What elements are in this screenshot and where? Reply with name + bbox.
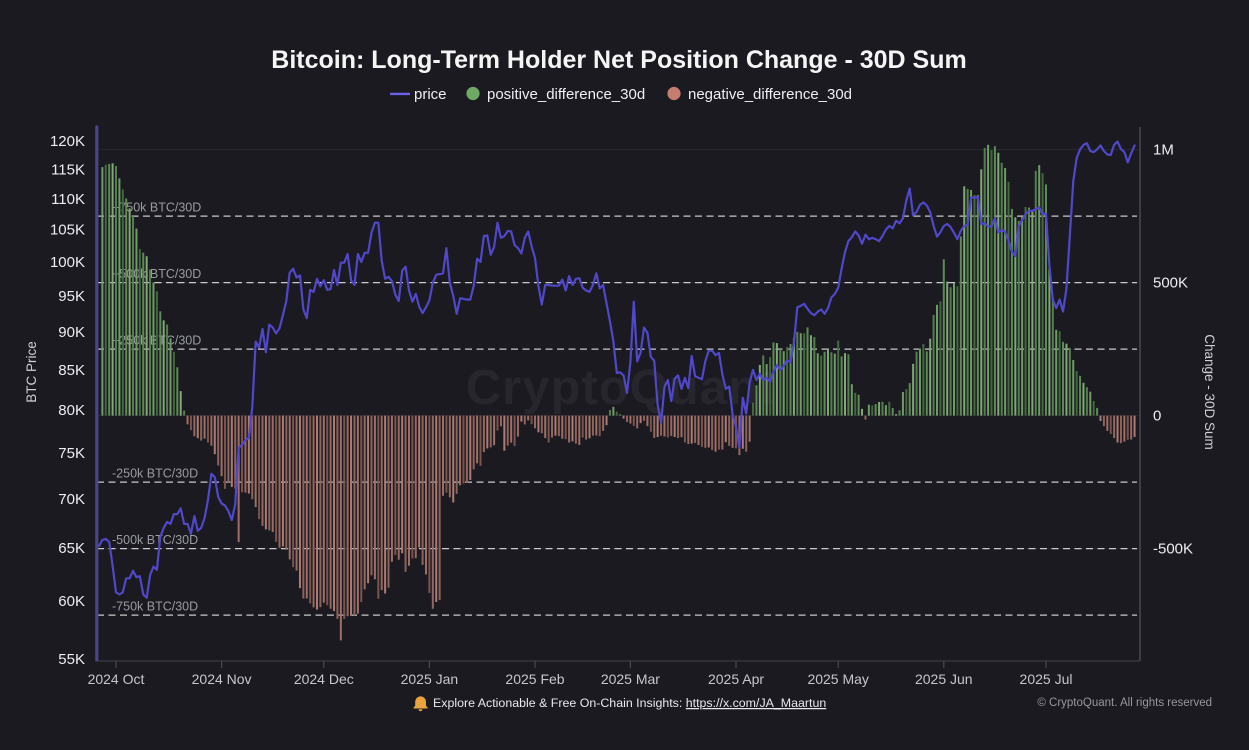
svg-text:-750k BTC/30D: -750k BTC/30D	[112, 600, 198, 614]
svg-text:55K: 55K	[58, 651, 85, 668]
svg-text:70K: 70K	[58, 491, 85, 508]
svg-text:2024 Oct: 2024 Oct	[88, 671, 145, 687]
svg-text:75K: 75K	[58, 445, 85, 462]
svg-text:500K: 500K	[1153, 275, 1188, 292]
svg-text:BTC Price: BTC Price	[24, 341, 39, 403]
svg-text:price: price	[414, 86, 447, 103]
svg-text:+500k BTC/30D: +500k BTC/30D	[112, 267, 201, 281]
svg-text:+750k BTC/30D: +750k BTC/30D	[112, 201, 201, 215]
svg-text:0: 0	[1153, 408, 1161, 425]
svg-text:1M: 1M	[1153, 142, 1174, 159]
svg-text:-500K: -500K	[1153, 541, 1193, 558]
svg-text:-500k BTC/30D: -500k BTC/30D	[112, 533, 198, 547]
svg-text:-250k BTC/30D: -250k BTC/30D	[112, 467, 198, 481]
svg-text:Explore Actionable & Free On-C: Explore Actionable & Free On-Chain Insig…	[433, 696, 826, 710]
svg-text:90K: 90K	[58, 324, 85, 341]
svg-text:2025 May: 2025 May	[807, 671, 868, 687]
svg-text:2025 Apr: 2025 Apr	[708, 671, 764, 687]
svg-text:115K: 115K	[51, 161, 85, 178]
svg-text:2024 Dec: 2024 Dec	[294, 671, 354, 687]
svg-text:2025 Jun: 2025 Jun	[915, 671, 973, 687]
svg-text:120K: 120K	[50, 133, 85, 150]
svg-text:105K: 105K	[50, 222, 85, 239]
svg-text:negative_difference_30d: negative_difference_30d	[688, 86, 852, 103]
svg-text:2025 Mar: 2025 Mar	[601, 671, 660, 687]
svg-text:2025 Jan: 2025 Jan	[401, 671, 459, 687]
svg-text:2025 Feb: 2025 Feb	[505, 671, 564, 687]
svg-text:95K: 95K	[58, 288, 85, 305]
svg-text:CryptoQuant: CryptoQuant	[466, 361, 776, 415]
svg-text:Change - 30D Sum: Change - 30D Sum	[1202, 334, 1217, 450]
svg-text:110K: 110K	[51, 191, 85, 208]
svg-text:100K: 100K	[50, 254, 85, 271]
svg-text:positive_difference_30d: positive_difference_30d	[487, 86, 645, 103]
svg-text:2025 Jul: 2025 Jul	[1020, 671, 1073, 687]
svg-text:60K: 60K	[58, 593, 85, 610]
svg-text:2024 Nov: 2024 Nov	[192, 671, 252, 687]
svg-text:80K: 80K	[58, 402, 85, 419]
svg-text:Bitcoin: Long-Term Holder Net: Bitcoin: Long-Term Holder Net Position C…	[271, 46, 966, 74]
svg-text:65K: 65K	[58, 540, 85, 557]
svg-text:85K: 85K	[58, 362, 85, 379]
svg-text:© CryptoQuant. All rights rese: © CryptoQuant. All rights reserved	[1037, 697, 1212, 709]
